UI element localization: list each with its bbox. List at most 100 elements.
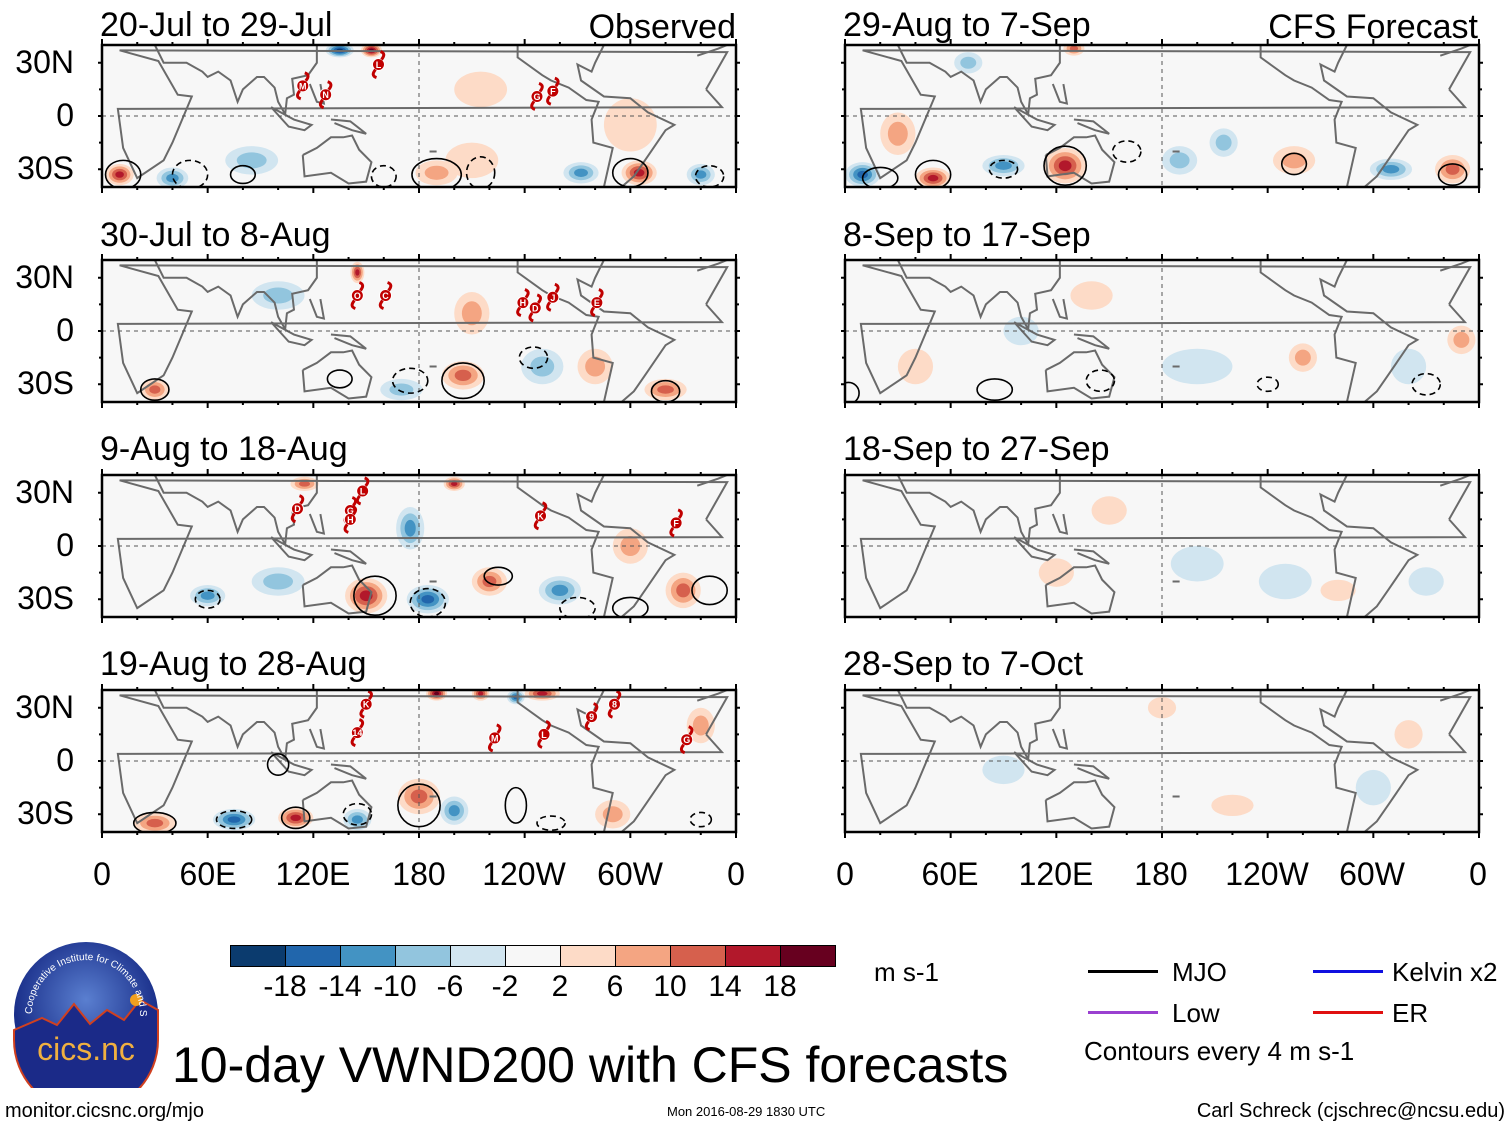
anomaly-shade	[1445, 163, 1460, 175]
anomaly-shade	[536, 691, 548, 696]
footer-url[interactable]: monitor.cicsnc.org/mjo	[5, 1100, 204, 1122]
colorbar-swatch	[506, 946, 561, 966]
storm-marker[interactable]: K	[359, 690, 373, 719]
storm-marker[interactable]: C	[378, 281, 393, 310]
storm-marker[interactable]: L	[355, 476, 370, 506]
anomaly-shade	[982, 755, 1025, 785]
storm-marker[interactable]: F	[546, 76, 560, 106]
anomaly-shade	[227, 816, 241, 823]
anomaly-shade	[461, 301, 482, 326]
coastline	[896, 45, 1061, 118]
coastline	[116, 479, 729, 610]
lon-label: 120E	[1018, 856, 1094, 892]
colorbar-tick-label: 18	[763, 970, 797, 1003]
mjo-contour-positive	[914, 159, 952, 187]
lat-label: 0	[56, 742, 74, 778]
storm-marker[interactable]: E	[590, 288, 604, 318]
lon-label: 180	[392, 856, 446, 892]
mjo-contour-negative	[194, 589, 221, 609]
anomaly-shade	[146, 818, 164, 828]
anomaly-shade	[434, 691, 440, 696]
colorbar	[230, 945, 836, 967]
anomaly-shade	[404, 519, 416, 537]
mjo-contour-positive	[397, 783, 441, 828]
storm-label: G	[347, 506, 354, 516]
anomaly-shade	[351, 815, 363, 824]
anomaly-shade	[1211, 794, 1254, 817]
storm-marker[interactable]: K	[533, 501, 548, 531]
mjo-contour-positive	[139, 378, 170, 402]
storm-label: M	[491, 733, 499, 743]
storm-marker[interactable]: D	[290, 494, 305, 524]
storm-marker[interactable]: G	[679, 725, 694, 755]
storm-marker[interactable]: H	[516, 288, 530, 318]
storm-marker[interactable]: D	[528, 293, 542, 323]
storm-marker[interactable]: M	[296, 71, 310, 101]
storm-marker[interactable]: F	[669, 508, 683, 538]
storm-marker[interactable]: 8	[607, 690, 622, 719]
anomaly-shade	[1070, 281, 1113, 310]
mjo-contour-negative	[988, 159, 1019, 179]
storm-marker[interactable]: G	[530, 82, 544, 111]
anomaly-shade	[574, 168, 588, 177]
colorbar-tick-label: 6	[606, 970, 624, 1003]
storm-label: F	[673, 518, 679, 528]
lat-label: 30S	[17, 795, 74, 831]
panel-title: 28-Sep to 7-Oct	[843, 645, 1084, 683]
legend-low: Low	[1172, 998, 1220, 1028]
storm-label: L	[360, 486, 366, 496]
storm-marker[interactable]: H	[343, 504, 358, 534]
lat-label: 30S	[17, 365, 74, 401]
mjo-contour-negative	[171, 159, 209, 187]
anomaly-shade	[448, 805, 460, 817]
storm-marker[interactable]: 14	[350, 718, 365, 748]
panel-title: 18-Sep to 27-Sep	[843, 430, 1110, 468]
anomaly-shade	[1091, 496, 1127, 525]
colorbar-swatch	[396, 946, 451, 966]
coastline	[330, 763, 367, 780]
panel-title: 20-Jul to 29-Jul	[100, 6, 333, 44]
lat-label: 30S	[17, 580, 74, 616]
anomaly-shade	[1382, 165, 1400, 174]
storm-label: J	[550, 293, 555, 303]
storm-marker[interactable]: L	[537, 719, 551, 749]
mjo-contour-positive	[326, 369, 353, 389]
logo-text: cics.nc	[37, 1031, 135, 1067]
anomaly-shade	[1355, 769, 1391, 806]
anomaly-shade	[1170, 546, 1224, 582]
anomaly-shade	[200, 591, 215, 600]
anomaly-shade	[166, 173, 179, 183]
panel-title: 8-Sep to 17-Sep	[843, 216, 1091, 254]
lat-label: 0	[56, 527, 74, 563]
anomaly-shade	[927, 174, 939, 182]
storm-label: L	[376, 60, 382, 70]
coastline	[308, 728, 326, 750]
lat-label: 30N	[15, 259, 74, 295]
storm-marker[interactable]: N	[318, 80, 333, 110]
mjo-contour-positive	[104, 159, 142, 187]
storm-label: H	[347, 515, 354, 525]
mjo-contour-positive	[1280, 152, 1308, 176]
coastline	[516, 690, 677, 832]
storm-marker[interactable]: 9	[584, 702, 599, 732]
colorbar-swatch	[616, 946, 671, 966]
storm-marker[interactable]: L	[371, 50, 386, 79]
coastline	[153, 260, 318, 333]
anomaly-shade	[960, 56, 977, 69]
storm-label: D	[532, 303, 539, 313]
map-panel: L M N GF	[98, 39, 740, 193]
storm-marker[interactable]: M	[487, 723, 502, 753]
colorbar-tick-label: -6	[436, 970, 464, 1003]
colorbar-tick-label: -18	[263, 970, 307, 1003]
coastline	[330, 333, 367, 350]
anomaly-shade	[1453, 331, 1470, 348]
coastline	[301, 134, 373, 185]
panel-title: 9-Aug to 18-Aug	[100, 430, 348, 468]
footer-timestamp: Mon 2016-08-29 1830 UTC	[667, 1104, 826, 1119]
mjo-contour-positive	[861, 166, 899, 187]
coastline	[516, 475, 677, 617]
storm-marker[interactable]: O	[350, 281, 365, 310]
storm-marker[interactable]: J	[546, 282, 560, 312]
coastline	[1044, 564, 1116, 615]
coastline	[330, 548, 367, 565]
